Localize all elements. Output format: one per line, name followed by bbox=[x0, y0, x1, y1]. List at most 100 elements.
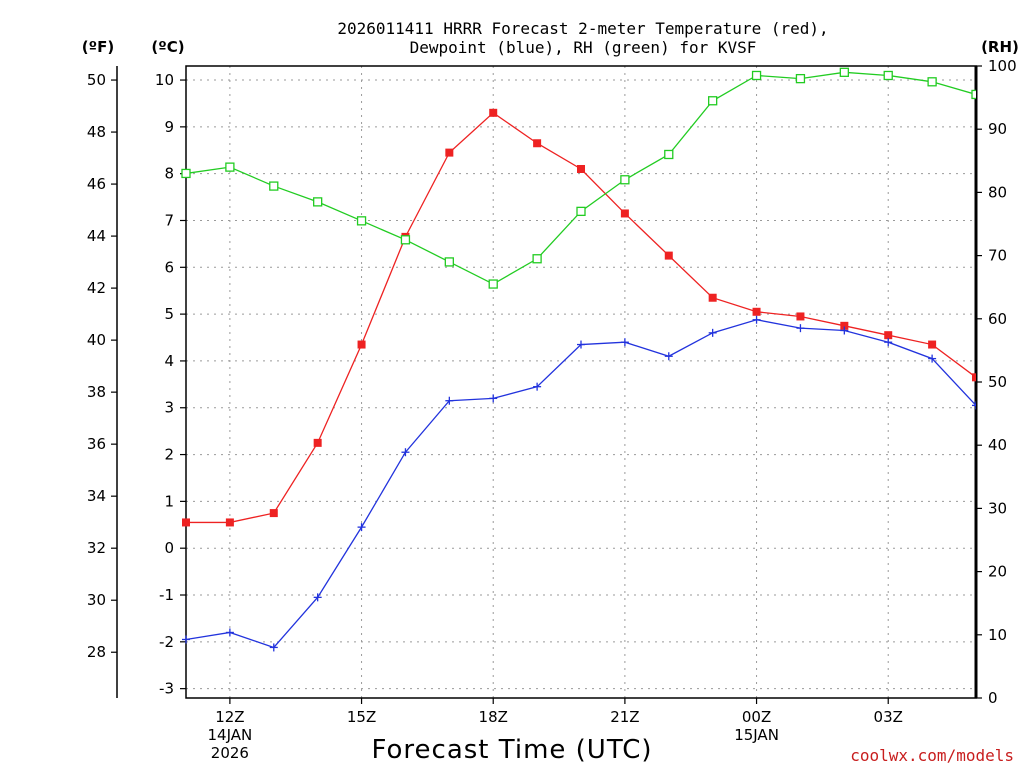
fahrenheit-tick-label: 48 bbox=[87, 123, 106, 141]
rh-point bbox=[400, 235, 411, 245]
rh-point bbox=[708, 96, 718, 106]
celsius-tick-label: 3 bbox=[164, 399, 174, 417]
rh-tick-label: 70 bbox=[988, 247, 1007, 265]
dewpoint-point bbox=[972, 401, 976, 410]
temperature-point bbox=[445, 148, 454, 157]
temperature-point bbox=[840, 321, 849, 330]
fahrenheit-tick-label: 44 bbox=[87, 227, 106, 245]
rh-point bbox=[620, 175, 630, 185]
year-tick-label: 2026 bbox=[211, 744, 249, 762]
temperature-point bbox=[269, 509, 278, 518]
temperature-point bbox=[708, 293, 717, 302]
rh-point bbox=[839, 67, 849, 77]
fahrenheit-tick-label: 38 bbox=[87, 383, 106, 401]
fahrenheit-tick-label: 46 bbox=[87, 175, 106, 193]
temperature-point bbox=[577, 164, 585, 173]
temperature-point bbox=[313, 438, 322, 447]
temperature-point bbox=[928, 340, 937, 349]
temperature-point bbox=[972, 373, 976, 382]
time-tick-label: 03Z bbox=[874, 708, 903, 726]
chart-title-line2: Dewpoint (blue), RH (green) for KVSF bbox=[410, 38, 757, 57]
celsius-tick-label: 8 bbox=[164, 165, 174, 183]
rh-point bbox=[883, 70, 893, 81]
x-axis-label: Forecast Time (UTC) bbox=[371, 735, 652, 765]
celsius-tick-label: 6 bbox=[164, 258, 174, 276]
rh-point bbox=[488, 279, 498, 289]
dewpoint-point bbox=[840, 326, 849, 335]
rh-tick-label: 80 bbox=[988, 183, 1007, 201]
celsius-unit-label: (ºC) bbox=[151, 38, 184, 56]
dewpoint-point bbox=[884, 338, 893, 347]
rh-point bbox=[576, 206, 586, 217]
rh-point bbox=[313, 197, 323, 207]
time-tick-label: 18Z bbox=[479, 708, 508, 726]
plot-frame bbox=[185, 65, 977, 699]
fahrenheit-tick-label: 34 bbox=[87, 487, 106, 505]
temperature-point bbox=[752, 307, 761, 316]
rh-tick-label: 10 bbox=[988, 626, 1007, 644]
time-tick-label: 12Z bbox=[215, 708, 244, 726]
temperature-point bbox=[796, 312, 805, 321]
dewpoint-point bbox=[664, 352, 673, 361]
temperature-point bbox=[182, 518, 190, 527]
dewpoint-point bbox=[313, 593, 322, 602]
temperature-line bbox=[186, 111, 976, 524]
rh-tick-label: 100 bbox=[988, 57, 1017, 75]
rh-tick-label: 30 bbox=[988, 499, 1007, 517]
temperature-point bbox=[620, 209, 629, 218]
rh-point bbox=[269, 181, 279, 191]
rh-tick-label: 50 bbox=[988, 373, 1007, 391]
rh-tick-label: 20 bbox=[988, 563, 1007, 581]
dewpoint-point bbox=[577, 340, 585, 349]
credit-link[interactable]: coolwx.com/models bbox=[850, 746, 1014, 765]
dewpoint-point bbox=[796, 324, 805, 333]
temperature-point bbox=[884, 331, 893, 340]
rh-point bbox=[181, 168, 191, 179]
temperature-point bbox=[489, 108, 498, 117]
celsius-tick-label: -1 bbox=[159, 586, 174, 604]
celsius-tick-label: 4 bbox=[164, 352, 174, 370]
time-tick-label: 15Z bbox=[347, 708, 376, 726]
rh-tick-label: 60 bbox=[988, 310, 1007, 328]
temperature-point bbox=[533, 139, 542, 148]
dewpoint-point bbox=[445, 396, 454, 405]
series-temperature bbox=[182, 108, 976, 527]
celsius-tick-label: 9 bbox=[164, 118, 174, 136]
temperature-point bbox=[225, 518, 234, 527]
dewpoint-point bbox=[533, 382, 542, 391]
fahrenheit-tick-label: 32 bbox=[87, 539, 106, 557]
time-tick-label: 00Z bbox=[742, 708, 771, 726]
fahrenheit-tick-label: 30 bbox=[87, 591, 106, 609]
celsius-tick-label: 10 bbox=[155, 71, 174, 89]
rh-point bbox=[444, 257, 454, 267]
celsius-tick-label: 0 bbox=[164, 539, 174, 557]
dewpoint-point bbox=[489, 394, 498, 403]
rh-tick-label: 40 bbox=[988, 436, 1007, 454]
rh-point bbox=[927, 77, 937, 87]
temperature-point bbox=[357, 340, 366, 349]
series-dewpoint bbox=[182, 315, 976, 652]
dewpoint-point bbox=[182, 635, 190, 644]
dewpoint-point bbox=[401, 448, 410, 457]
rh-tick-label: 0 bbox=[988, 689, 998, 707]
celsius-tick-label: 1 bbox=[164, 492, 174, 510]
series-rh bbox=[181, 67, 976, 289]
dewpoint-point bbox=[752, 315, 761, 324]
data-series bbox=[181, 67, 976, 652]
celsius-tick-label: -2 bbox=[159, 633, 174, 651]
date-tick-label: 15JAN bbox=[734, 726, 779, 744]
fahrenheit-tick-label: 28 bbox=[87, 643, 106, 661]
rh-point bbox=[532, 254, 542, 264]
rh-point bbox=[795, 73, 806, 84]
dewpoint-point bbox=[225, 628, 234, 637]
time-tick-label: 21Z bbox=[610, 708, 639, 726]
dewpoint-point bbox=[928, 354, 937, 363]
celsius-tick-label: 7 bbox=[164, 211, 174, 229]
fahrenheit-tick-label: 36 bbox=[87, 435, 106, 453]
rh-point bbox=[356, 216, 367, 226]
celsius-tick-label: -3 bbox=[159, 680, 174, 698]
rh-point bbox=[664, 149, 674, 160]
dewpoint-line bbox=[185, 319, 976, 649]
fahrenheit-unit-label: (ºF) bbox=[82, 38, 114, 56]
